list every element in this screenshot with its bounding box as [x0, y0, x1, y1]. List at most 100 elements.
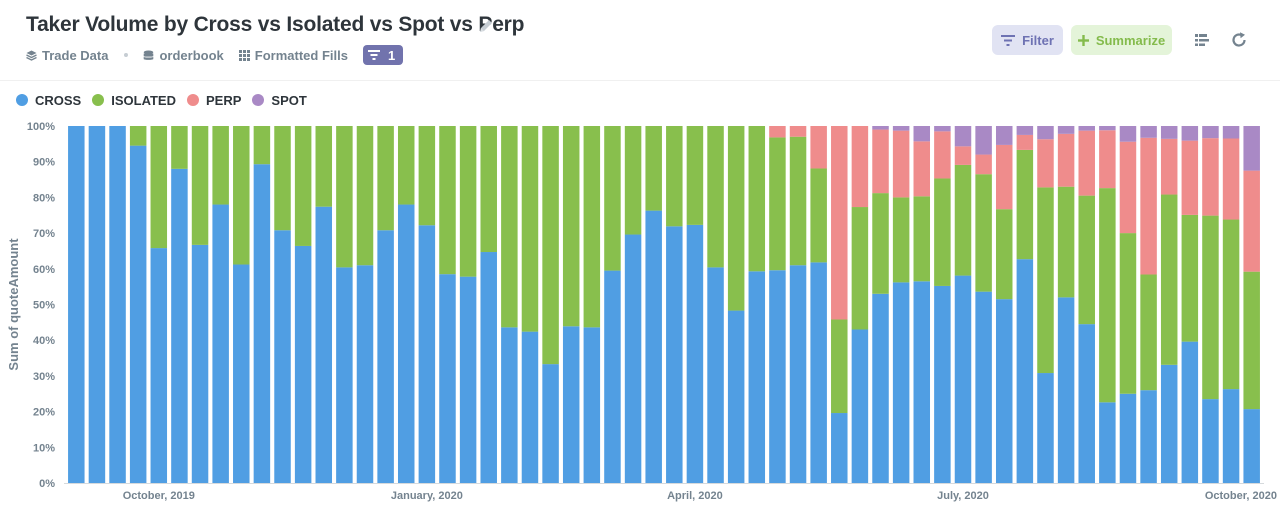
bar-segment-perp[interactable] — [851, 126, 869, 208]
bar-segment-isolated[interactable] — [274, 126, 291, 231]
bar-segment-spot[interactable] — [1140, 126, 1157, 138]
bar-segment-perp[interactable] — [954, 146, 972, 165]
bar-segment-isolated[interactable] — [212, 126, 229, 205]
bar-segment-perp[interactable] — [769, 126, 786, 138]
bar-segment-perp[interactable] — [913, 141, 931, 197]
bar-segment-cross[interactable] — [377, 230, 394, 483]
bar-segment-spot[interactable] — [1119, 126, 1137, 142]
bar-segment-cross[interactable] — [1181, 341, 1199, 483]
bar-segment-isolated[interactable] — [562, 126, 580, 327]
bar-segment-perp[interactable] — [892, 130, 910, 198]
bar-segment-isolated[interactable] — [294, 126, 312, 246]
bar-segment-spot[interactable] — [1037, 126, 1054, 140]
list-icon[interactable] — [1192, 30, 1212, 50]
refresh-icon[interactable] — [1229, 30, 1249, 50]
bar-segment-isolated[interactable] — [583, 126, 601, 328]
bar-segment-isolated[interactable] — [686, 126, 704, 225]
bar-segment-perp[interactable] — [1016, 134, 1034, 150]
bar-segment-isolated[interactable] — [604, 126, 621, 271]
bar-segment-isolated[interactable] — [769, 137, 786, 271]
bar-segment-cross[interactable] — [397, 204, 415, 483]
bar-segment-perp[interactable] — [872, 129, 889, 194]
bar-segment-isolated[interactable] — [233, 126, 250, 265]
bar-segment-perp[interactable] — [1057, 133, 1075, 187]
bar-segment-cross[interactable] — [562, 326, 580, 483]
bar-segment-isolated[interactable] — [995, 209, 1013, 300]
bar-segment-perp[interactable] — [995, 144, 1013, 210]
bar-segment-perp[interactable] — [1222, 138, 1240, 220]
bar-segment-isolated[interactable] — [315, 126, 333, 207]
legend-item-perp[interactable]: PERP — [187, 93, 241, 108]
bar-segment-cross[interactable] — [831, 413, 848, 483]
legend-item-cross[interactable]: CROSS — [16, 93, 81, 108]
bar-segment-cross[interactable] — [913, 281, 931, 483]
bar-segment-spot[interactable] — [1222, 126, 1240, 139]
bar-segment-cross[interactable] — [356, 265, 374, 483]
bar-segment-perp[interactable] — [975, 154, 992, 175]
bar-segment-perp[interactable] — [1202, 138, 1219, 216]
bar-segment-isolated[interactable] — [542, 126, 559, 365]
bar-segment-perp[interactable] — [1160, 138, 1178, 195]
bar-segment-cross[interactable] — [892, 282, 910, 483]
bar-segment-cross[interactable] — [274, 230, 291, 483]
bar-segment-isolated[interactable] — [1160, 194, 1178, 365]
bar-segment-cross[interactable] — [1140, 390, 1157, 483]
bar-segment-isolated[interactable] — [397, 126, 415, 205]
breadcrumb-trade-data[interactable]: Trade Data — [26, 48, 108, 63]
bar-segment-cross[interactable] — [851, 329, 869, 483]
bar-segment-isolated[interactable] — [810, 168, 827, 263]
bar-segment-isolated[interactable] — [1078, 195, 1095, 325]
bar-segment-perp[interactable] — [1119, 141, 1137, 234]
bar-segment-cross[interactable] — [769, 270, 786, 483]
bar-segment-cross[interactable] — [645, 210, 662, 484]
bar-segment-isolated[interactable] — [666, 126, 683, 227]
bar-segment-isolated[interactable] — [1243, 271, 1260, 410]
bar-segment-cross[interactable] — [1057, 297, 1075, 483]
bar-segment-cross[interactable] — [294, 245, 312, 483]
bar-segment-perp[interactable] — [934, 131, 951, 179]
bar-segment-isolated[interactable] — [954, 164, 972, 276]
bar-segment-cross[interactable] — [439, 274, 456, 483]
bar-segment-isolated[interactable] — [1037, 187, 1054, 374]
bar-segment-cross[interactable] — [1243, 409, 1260, 483]
bar-segment-cross[interactable] — [604, 270, 621, 483]
bar-segment-isolated[interactable] — [480, 126, 497, 253]
bar-segment-spot[interactable] — [1057, 126, 1075, 134]
breadcrumb-formatted-fills[interactable]: Formatted Fills — [238, 48, 348, 63]
bar-segment-cross[interactable] — [150, 248, 168, 483]
bar-segment-cross[interactable] — [1202, 399, 1219, 483]
bar-segment-cross[interactable] — [934, 285, 951, 483]
bar-segment-isolated[interactable] — [1202, 215, 1219, 400]
bar-segment-spot[interactable] — [1099, 126, 1116, 131]
bar-segment-isolated[interactable] — [831, 319, 848, 414]
bar-segment-perp[interactable] — [831, 126, 848, 320]
bar-segment-isolated[interactable] — [501, 126, 518, 328]
bar-segment-cross[interactable] — [253, 164, 271, 483]
bar-segment-cross[interactable] — [191, 244, 209, 483]
bar-segment-isolated[interactable] — [727, 126, 745, 311]
bar-segment-isolated[interactable] — [439, 126, 456, 275]
bar-segment-isolated[interactable] — [1140, 274, 1157, 391]
bar-segment-cross[interactable] — [501, 327, 518, 483]
bar-segment-cross[interactable] — [521, 331, 539, 483]
bar-segment-cross[interactable] — [1099, 402, 1116, 483]
bar-segment-cross[interactable] — [872, 293, 889, 483]
bar-segment-isolated[interactable] — [129, 126, 147, 146]
bar-segment-isolated[interactable] — [1099, 188, 1116, 403]
bar-segment-cross[interactable] — [995, 299, 1013, 483]
bar-segment-cross[interactable] — [212, 204, 229, 483]
summarize-button[interactable]: Summarize — [1071, 25, 1172, 55]
bar-segment-cross[interactable] — [1160, 364, 1178, 483]
bar-segment-isolated[interactable] — [892, 197, 910, 283]
bar-segment-cross[interactable] — [707, 267, 724, 483]
bar-segment-spot[interactable] — [995, 126, 1013, 145]
legend-item-isolated[interactable]: ISOLATED — [92, 93, 176, 108]
bar-segment-cross[interactable] — [542, 364, 559, 483]
bar-segment-isolated[interactable] — [624, 126, 642, 235]
bar-segment-isolated[interactable] — [748, 126, 766, 272]
bar-segment-cross[interactable] — [583, 327, 601, 483]
bar-segment-cross[interactable] — [336, 267, 353, 483]
active-filter-pill[interactable]: 1 — [362, 45, 404, 65]
bar-segment-isolated[interactable] — [872, 193, 889, 294]
bar-segment-cross[interactable] — [88, 126, 106, 483]
